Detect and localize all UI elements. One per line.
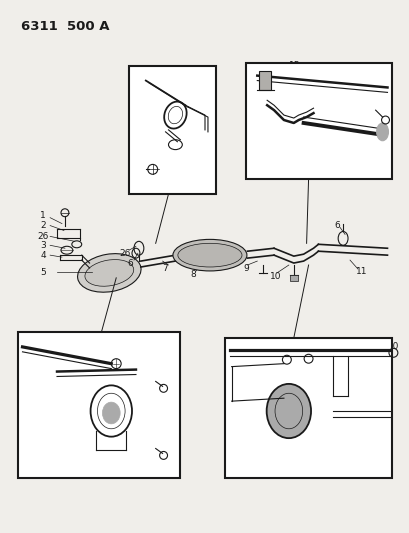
Text: 6311  500 A: 6311 500 A — [20, 20, 109, 34]
Text: 16: 16 — [308, 125, 319, 134]
Text: 18: 18 — [276, 342, 288, 351]
Bar — [129, 66, 215, 194]
Bar — [246, 63, 391, 179]
Text: 13: 13 — [185, 135, 196, 144]
Text: 10: 10 — [270, 272, 281, 281]
Text: 9: 9 — [243, 264, 249, 273]
Ellipse shape — [102, 402, 120, 424]
Text: 24: 24 — [96, 421, 108, 430]
Text: 20: 20 — [387, 342, 398, 351]
Text: 17: 17 — [257, 106, 268, 115]
Text: 22: 22 — [372, 407, 383, 416]
Text: 20: 20 — [30, 344, 42, 353]
Text: 3: 3 — [40, 241, 46, 250]
Ellipse shape — [85, 260, 133, 286]
Text: 6: 6 — [158, 449, 164, 458]
Text: 23: 23 — [236, 426, 247, 435]
Text: 5: 5 — [40, 269, 46, 277]
Text: 6: 6 — [380, 106, 385, 115]
Text: 19: 19 — [111, 352, 122, 361]
Text: 2: 2 — [40, 221, 46, 230]
Bar — [258, 71, 270, 91]
Bar — [224, 338, 391, 478]
Text: 15: 15 — [234, 337, 245, 346]
Text: 6: 6 — [158, 377, 164, 386]
Text: 26: 26 — [37, 232, 49, 241]
Text: 14: 14 — [139, 165, 150, 174]
Ellipse shape — [376, 123, 388, 141]
Text: 15: 15 — [288, 61, 300, 70]
Bar — [18, 332, 180, 478]
Text: 19: 19 — [301, 342, 312, 351]
Text: 8: 8 — [190, 270, 196, 279]
Text: 12: 12 — [190, 120, 201, 130]
Text: 1: 1 — [40, 211, 46, 220]
Bar — [289, 275, 297, 281]
Text: 25: 25 — [57, 357, 68, 366]
Text: 4: 4 — [40, 251, 46, 260]
Ellipse shape — [77, 254, 141, 292]
Text: 21: 21 — [349, 377, 360, 386]
Ellipse shape — [178, 244, 241, 267]
Ellipse shape — [266, 384, 310, 438]
Ellipse shape — [173, 239, 246, 271]
Text: 7: 7 — [162, 264, 168, 273]
Text: 6: 6 — [333, 221, 339, 230]
Text: 11: 11 — [355, 268, 366, 277]
Text: 26: 26 — [119, 249, 130, 257]
Text: 6: 6 — [127, 259, 133, 268]
